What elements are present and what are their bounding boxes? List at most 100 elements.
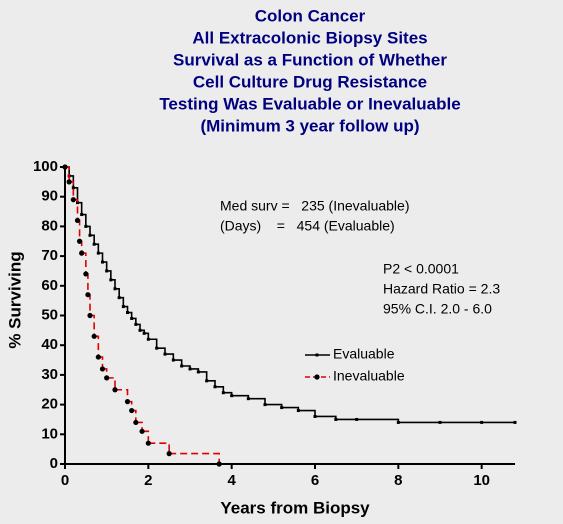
survival-step <box>231 394 250 399</box>
survival-step <box>281 406 300 411</box>
y-tick-label: 30 <box>41 366 58 383</box>
x-tick-label: 0 <box>61 472 69 489</box>
data-point <box>171 358 175 362</box>
data-point <box>84 224 88 228</box>
data-point <box>155 346 159 350</box>
data-point <box>124 399 131 405</box>
survival-step <box>106 377 116 390</box>
chart-title: Cell Culture Drug Resistance <box>193 72 427 91</box>
data-point <box>513 420 517 424</box>
survival-step <box>298 409 316 417</box>
y-tick-label: 80 <box>41 217 58 234</box>
survival-step <box>85 273 89 295</box>
data-point <box>95 354 101 360</box>
survival-step <box>148 338 158 349</box>
data-point <box>246 397 250 401</box>
annotation: 95% C.I. 2.0 - 6.0 <box>383 301 492 317</box>
data-point <box>76 238 83 244</box>
survival-step <box>81 252 87 274</box>
survival-step <box>90 314 95 337</box>
y-tick-label: 10 <box>41 425 58 442</box>
data-point <box>313 414 317 418</box>
survival-step <box>198 371 208 381</box>
survival-step <box>215 385 225 393</box>
data-point <box>263 403 267 407</box>
data-point <box>83 271 89 277</box>
annotation: Med surv = 235 (Inevaluable) <box>220 198 410 214</box>
data-point <box>296 409 300 413</box>
y-tick-label: 40 <box>41 336 58 353</box>
data-point <box>76 201 79 205</box>
data-point <box>66 179 72 185</box>
data-point <box>129 407 135 414</box>
data-point <box>91 333 97 339</box>
data-point <box>92 242 96 246</box>
data-point <box>62 164 68 170</box>
x-axis-label: Years from Biopsy <box>220 498 370 517</box>
survival-step <box>356 418 400 423</box>
data-point <box>145 440 151 446</box>
data-point <box>334 417 338 421</box>
chart-title: Survival as a Function of Whether <box>173 50 447 69</box>
data-point <box>163 352 167 356</box>
data-point <box>230 394 234 398</box>
y-tick-label: 60 <box>41 277 58 294</box>
survival-step <box>173 359 183 366</box>
survival-step <box>156 347 166 355</box>
data-point <box>146 337 150 341</box>
data-point <box>138 328 142 332</box>
annotation: (Days) = 454 (Evaluable) <box>220 218 395 234</box>
survival-step <box>77 219 81 242</box>
data-point <box>130 316 134 320</box>
x-tick-label: 6 <box>311 472 319 489</box>
data-point <box>480 420 484 424</box>
survival-step <box>81 213 87 227</box>
y-tick-label: 20 <box>41 396 58 413</box>
survival-step <box>248 397 266 405</box>
legend-marker <box>314 374 320 380</box>
data-point <box>355 417 359 421</box>
data-point <box>438 420 442 424</box>
data-point <box>87 312 93 319</box>
x-tick-label: 10 <box>473 472 490 489</box>
survival-step <box>265 403 283 408</box>
x-tick-label: 4 <box>227 472 236 489</box>
data-point <box>96 251 100 255</box>
chart-title: Colon Cancer <box>255 6 366 25</box>
data-point <box>105 269 109 273</box>
annotation: P2 < 0.0001 <box>383 261 459 277</box>
legend-label: Evaluable <box>333 346 395 362</box>
data-point <box>79 250 85 256</box>
data-point <box>70 197 76 203</box>
legend-label: Inevaluable <box>333 368 405 384</box>
data-point <box>113 287 117 291</box>
survival-step <box>165 353 175 361</box>
x-tick-label: 8 <box>394 472 402 489</box>
data-point <box>216 461 222 467</box>
legend-marker <box>315 353 319 357</box>
chart-title: Testing Was Evaluable or Inevaluable <box>159 94 460 113</box>
data-point <box>104 375 110 381</box>
survival-step <box>148 442 170 454</box>
survival-step <box>94 335 100 358</box>
y-tick-label: 90 <box>41 188 58 205</box>
data-point <box>139 428 145 434</box>
data-point <box>133 419 139 426</box>
data-point <box>126 311 129 315</box>
annotation: Hazard Ratio = 2.3 <box>383 281 500 297</box>
data-point <box>74 217 81 224</box>
data-point <box>85 292 91 298</box>
y-tick-label: 0 <box>50 455 58 472</box>
data-point <box>71 186 75 190</box>
data-point <box>88 233 92 237</box>
data-point <box>213 385 217 389</box>
data-point <box>188 367 192 371</box>
data-point <box>166 451 172 457</box>
y-tick-label: 70 <box>41 247 58 264</box>
data-point <box>196 370 200 374</box>
y-tick-label: 50 <box>41 306 58 323</box>
data-point <box>134 322 138 326</box>
data-point <box>180 364 184 368</box>
x-tick-label: 2 <box>144 472 152 489</box>
